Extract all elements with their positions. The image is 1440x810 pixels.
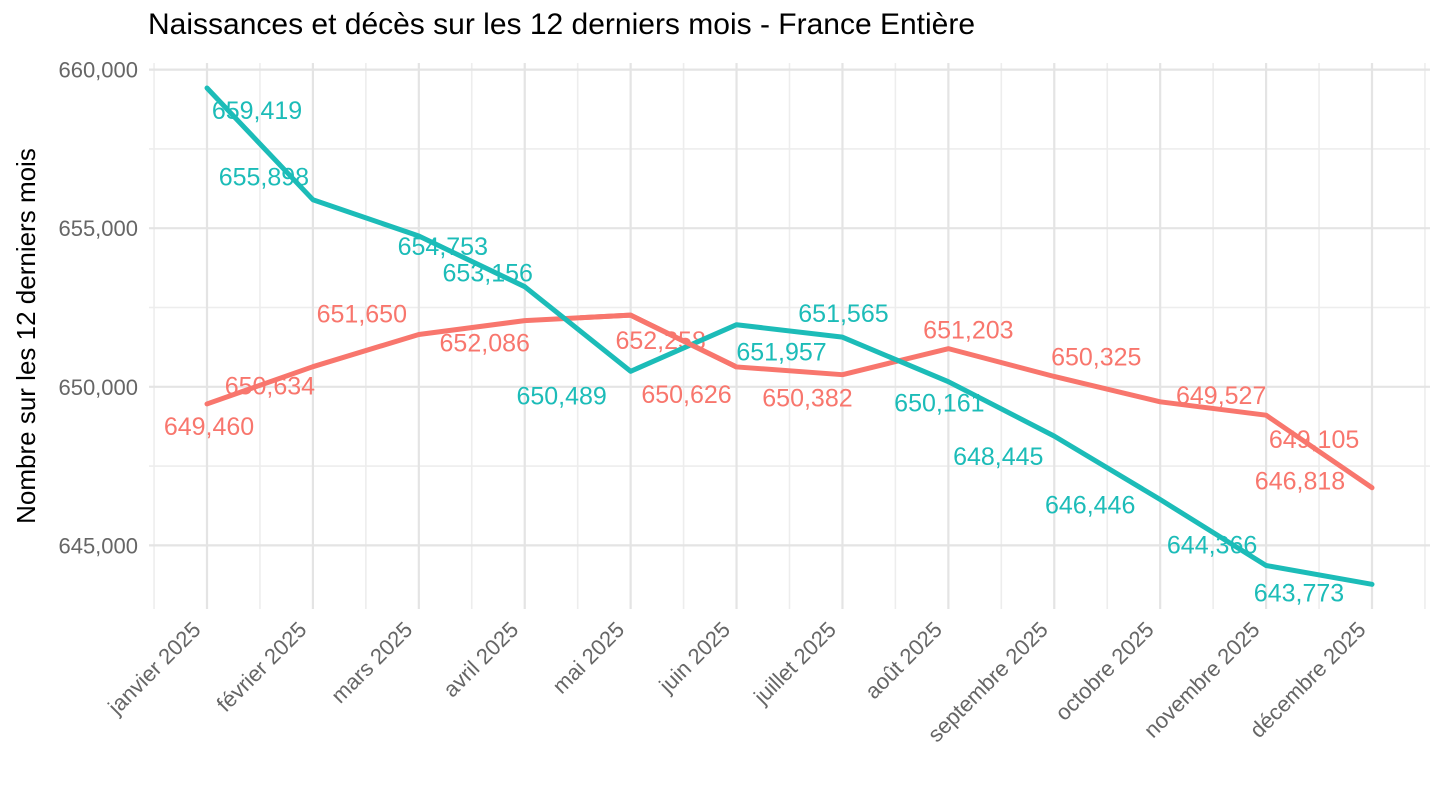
data-label-décès: 646,818	[1255, 468, 1345, 496]
chart-title: Naissances et décès sur les 12 derniers …	[148, 8, 976, 41]
x-tick-label: mars 2025	[326, 617, 417, 708]
x-tick-label: juin 2025	[654, 617, 736, 699]
x-tick-label: janvier 2025	[102, 617, 205, 720]
y-tick-label: 650,000	[58, 375, 138, 400]
data-label-naissances: 651,565	[798, 300, 888, 328]
x-tick-label: octobre 2025	[1050, 617, 1158, 725]
data-label-décès: 650,634	[225, 373, 315, 401]
x-tick-label: juillet 2025	[748, 617, 841, 710]
data-label-décès: 649,460	[164, 413, 254, 441]
data-label-naissances: 651,957	[736, 339, 826, 367]
data-label-décès: 650,382	[762, 385, 852, 413]
data-label-naissances: 655,898	[219, 164, 309, 192]
series-line-décès	[204, 312, 1375, 491]
x-tick-label: février 2025	[212, 617, 312, 717]
y-tick-label: 655,000	[58, 216, 138, 241]
data-label-naissances: 650,489	[516, 382, 606, 410]
y-axis-title: Nombre sur les 12 derniers mois	[11, 148, 41, 524]
data-label-décès: 651,203	[923, 317, 1013, 345]
data-label-décès: 650,325	[1051, 343, 1141, 371]
x-tick-label: mai 2025	[547, 617, 629, 699]
data-label-naissances: 646,446	[1045, 492, 1135, 520]
data-label-naissances: 644,366	[1167, 532, 1257, 560]
data-label-décès: 650,626	[641, 381, 731, 409]
x-tick-label: août 2025	[860, 617, 947, 704]
data-label-naissances: 648,445	[953, 443, 1043, 471]
data-label-décès: 651,650	[317, 300, 407, 328]
data-label-décès: 652,086	[440, 330, 530, 358]
y-tick-label: 660,000	[58, 58, 138, 83]
series-line-naissances	[204, 85, 1375, 587]
x-tick-label: avril 2025	[438, 617, 523, 702]
x-tick-label: décembre 2025	[1245, 617, 1371, 743]
y-tick-label: 645,000	[58, 533, 138, 558]
data-label-naissances: 643,773	[1254, 579, 1344, 607]
